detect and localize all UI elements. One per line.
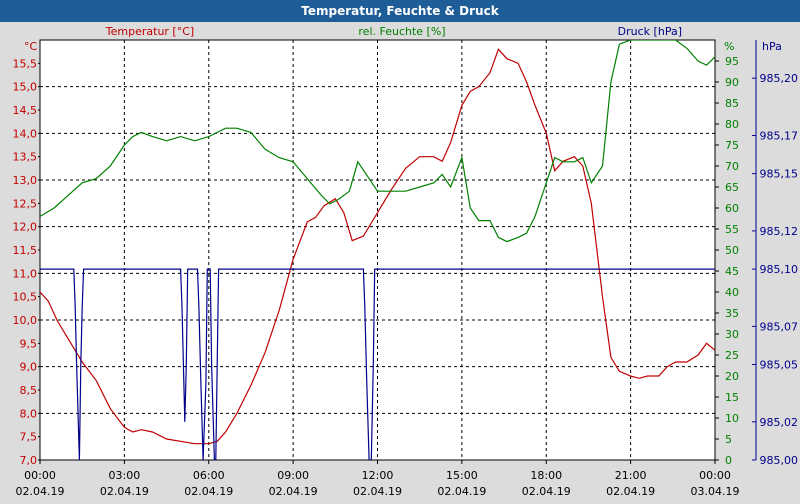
x-tick-time-label: 21:00 bbox=[615, 469, 647, 482]
x-tick-time-label: 12:00 bbox=[362, 469, 394, 482]
pressure-tick-label: 985,02 bbox=[760, 416, 799, 429]
humidity-tick-label: 45 bbox=[725, 265, 739, 278]
humidity-line bbox=[40, 40, 715, 243]
temperature-tick-label: 10,0 bbox=[13, 314, 38, 327]
pressure-tick-label: 985,05 bbox=[760, 359, 799, 372]
temperature-tick-label: 9,0 bbox=[20, 361, 38, 374]
humidity-tick-label: 35 bbox=[725, 307, 739, 320]
pressure-tick-labels: 985,00 985,02 985,05 985,07 985,10 985,12 985,… bbox=[752, 72, 798, 467]
temperature-tick-label: 9,5 bbox=[20, 337, 38, 350]
temperature-tick-label: 15,5 bbox=[13, 57, 38, 70]
grid-lines bbox=[40, 40, 715, 460]
humidity-tick-label: 60 bbox=[725, 202, 739, 215]
humidity-unit: % bbox=[724, 40, 734, 53]
pressure-axis-label: Druck [hPa] bbox=[618, 25, 682, 38]
x-tick-date-label: 03.04.19 bbox=[691, 485, 740, 498]
humidity-tick-label: 90 bbox=[725, 76, 739, 89]
temperature-axis-label: Temperatur [°C] bbox=[105, 25, 194, 38]
x-tick-date-label: 02.04.19 bbox=[100, 485, 149, 498]
pressure-tick-label: 985,07 bbox=[760, 320, 799, 333]
x-tick-date-label: 02.04.19 bbox=[269, 485, 318, 498]
temperature-tick-label: 13,5 bbox=[13, 151, 38, 164]
x-tick-time-label: 18:00 bbox=[530, 469, 562, 482]
temperature-tick-label: 15,0 bbox=[13, 81, 38, 94]
temperature-tick-label: 10,5 bbox=[13, 291, 38, 304]
x-tick-time-label: 00:00 bbox=[24, 469, 56, 482]
pressure-tick-label: 985,12 bbox=[760, 225, 799, 238]
temperature-tick-label: 8,5 bbox=[20, 384, 38, 397]
temperature-tick-label: 8,0 bbox=[20, 407, 38, 420]
humidity-tick-label: 55 bbox=[725, 223, 739, 236]
x-tick-date-label: 02.04.19 bbox=[184, 485, 233, 498]
x-tick-date-label: 02.04.19 bbox=[606, 485, 655, 498]
chart-title: Temperatur, Feuchte & Druck bbox=[301, 4, 499, 18]
temperature-line bbox=[40, 48, 715, 445]
temperature-unit: °C bbox=[24, 40, 38, 53]
temperature-tick-label: 7,0 bbox=[20, 454, 38, 467]
humidity-tick-label: 95 bbox=[725, 55, 739, 68]
temperature-tick-label: 7,5 bbox=[20, 431, 38, 444]
temperature-tick-label: 11,0 bbox=[13, 267, 38, 280]
temperature-tick-label: 12,5 bbox=[13, 197, 38, 210]
humidity-tick-label: 40 bbox=[725, 286, 739, 299]
humidity-tick-label: 75 bbox=[725, 139, 739, 152]
pressure-tick-label: 985,20 bbox=[760, 72, 799, 85]
x-tick-time-label: 06:00 bbox=[193, 469, 225, 482]
humidity-tick-label: 50 bbox=[725, 244, 739, 257]
humidity-tick-label: 80 bbox=[725, 118, 739, 131]
pressure-unit: hPa bbox=[762, 40, 782, 53]
pressure-tick-label: 985,10 bbox=[760, 263, 799, 276]
humidity-tick-labels: 0 5 10 15 20 25 30 35 40 45 50 55 60 65 70 75 80 85 90 95 bbox=[715, 55, 739, 467]
humidity-tick-label: 10 bbox=[725, 412, 739, 425]
x-tick-time-label: 00:00 bbox=[699, 469, 731, 482]
humidity-tick-label: 25 bbox=[725, 349, 739, 362]
temperature-tick-label: 12,0 bbox=[13, 221, 38, 234]
temperature-tick-label: 11,5 bbox=[13, 244, 38, 257]
x-tick-date-label: 02.04.19 bbox=[437, 485, 486, 498]
humidity-tick-label: 0 bbox=[725, 454, 732, 467]
series-layer bbox=[40, 40, 715, 460]
humidity-tick-label: 65 bbox=[725, 181, 739, 194]
x-tick-time-label: 15:00 bbox=[446, 469, 478, 482]
temperature-tick-label: 13,0 bbox=[13, 174, 38, 187]
x-tick-date-label: 02.04.19 bbox=[522, 485, 571, 498]
humidity-axis-label: rel. Feuchte [%] bbox=[358, 25, 445, 38]
humidity-tick-label: 30 bbox=[725, 328, 739, 341]
humidity-tick-label: 20 bbox=[725, 370, 739, 383]
temperature-tick-label: 14,5 bbox=[13, 104, 38, 117]
title-bar bbox=[0, 0, 800, 22]
pressure-tick-label: 985,17 bbox=[760, 129, 799, 142]
x-tick-time-label: 03:00 bbox=[109, 469, 141, 482]
temperature-tick-labels: 7,0 7,5 8,0 8,5 9,0 9,5 10,0 10,5 11,0 11,5 12,0 12… bbox=[13, 57, 40, 467]
pressure-line bbox=[40, 268, 715, 460]
x-tick-time-label: 09:00 bbox=[277, 469, 309, 482]
humidity-tick-label: 5 bbox=[725, 433, 732, 446]
humidity-tick-label: 15 bbox=[725, 391, 739, 404]
pressure-tick-label: 985,15 bbox=[760, 168, 799, 181]
temperature-tick-label: 14,0 bbox=[13, 127, 38, 140]
x-tick-labels: 00:00 02.04.19 03:00 02.04.19 06:00 02.04.19 0… bbox=[16, 460, 740, 498]
humidity-tick-label: 70 bbox=[725, 160, 739, 173]
pressure-tick-label: 985,00 bbox=[760, 454, 799, 467]
humidity-tick-label: 85 bbox=[725, 97, 739, 110]
x-tick-date-label: 02.04.19 bbox=[16, 485, 65, 498]
x-tick-date-label: 02.04.19 bbox=[353, 485, 402, 498]
